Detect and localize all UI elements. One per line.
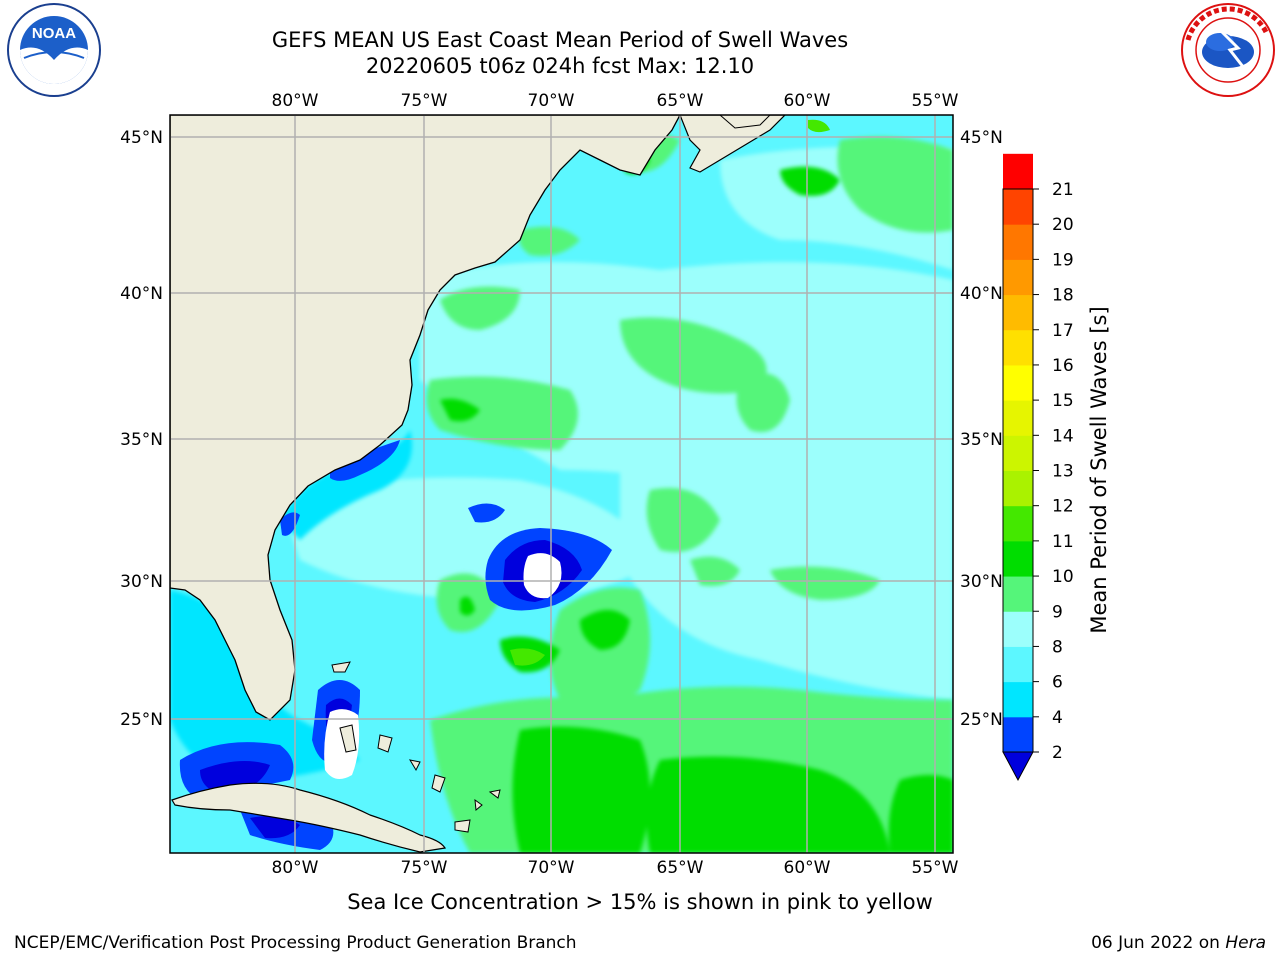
map-frame: [169, 114, 954, 854]
lat-label: 45°N: [960, 128, 1003, 148]
undefined-center-patch: [523, 553, 562, 599]
colorbar-tick-label: 8: [1052, 637, 1063, 657]
map-title: GEFS MEAN US East Coast Mean Period of S…: [271, 28, 849, 52]
colorbar-segment: [1003, 470, 1033, 507]
lat-label: 45°N: [120, 128, 163, 148]
colorbar-segment: [1003, 259, 1033, 296]
colorbar-tick-label: 6: [1052, 673, 1063, 693]
colorbar-tick-label: 2: [1052, 743, 1063, 763]
lon-labels-top: 80°W 75°W 70°W 65°W 60°W 55°W: [272, 91, 959, 111]
colorbar-under-triangle: [1002, 751, 1034, 782]
lon-label: 80°W: [272, 91, 319, 111]
colorbar-segment: [1003, 646, 1033, 683]
footer-date-text: 06 Jun 2022 on: [1091, 933, 1226, 953]
colorbar-tick-label: 21: [1052, 180, 1074, 200]
lon-label: 55°W: [912, 91, 959, 111]
swell-period-10-11-zone: [440, 146, 953, 853]
colorbar-tick-label: 12: [1052, 497, 1074, 517]
colorbar-tick-label: 17: [1052, 321, 1074, 341]
colorbar-segment: [1003, 400, 1033, 436]
pei-land: [719, 115, 771, 129]
lat-label: 40°N: [960, 284, 1003, 304]
lon-label: 75°W: [401, 91, 448, 111]
lat-label: 30°N: [120, 572, 163, 592]
colorbar-tick-label: 15: [1052, 391, 1074, 411]
lat-label: 30°N: [960, 572, 1003, 592]
colorbar-tick-label: 10: [1052, 567, 1074, 587]
lon-label: 70°W: [528, 858, 575, 878]
swell-period-11-12-zone: [510, 119, 830, 666]
lon-label: 60°W: [784, 91, 831, 111]
colorbar-segment: [1003, 435, 1033, 471]
colorbar-tick-label: 18: [1052, 286, 1074, 306]
footer-credit: NCEP/EMC/Verification Post Processing Pr…: [14, 933, 577, 953]
colorbar-tick-label: 11: [1052, 532, 1074, 552]
colorbar-segment: [1003, 189, 1033, 225]
footer-date: 06 Jun 2022 on Hera: [1091, 933, 1266, 953]
lon-label: 70°W: [528, 91, 575, 111]
map-field: [170, 115, 953, 853]
bahamas-islands: [331, 661, 501, 833]
lon-label: 55°W: [912, 858, 959, 878]
maritimes-land: [679, 115, 786, 173]
lon-label: 65°W: [657, 91, 704, 111]
colorbar-tick-label: 20: [1052, 215, 1074, 235]
colorbar-tick-label: 19: [1052, 250, 1074, 270]
lat-label: 35°N: [120, 430, 163, 450]
colorbar-segment: [1003, 294, 1033, 331]
lon-label: 80°W: [272, 858, 319, 878]
colorbar-label: Mean Period of Swell Waves [s]: [1087, 306, 1111, 633]
colorbar-segment: [1003, 505, 1033, 542]
colorbar-segment: [1003, 364, 1033, 401]
lon-label: 65°W: [657, 858, 704, 878]
cuba-land: [171, 782, 446, 853]
colorbar-segment: [1003, 611, 1033, 647]
lon-label: 60°W: [784, 858, 831, 878]
graticule: [170, 115, 953, 853]
svg-text:NOAA: NOAA: [32, 25, 76, 42]
colorbar-segment: [1003, 716, 1033, 753]
nws-logo: [1181, 3, 1275, 97]
colorbar-segment: [1003, 329, 1033, 366]
lon-labels-bottom: 80°W 75°W 70°W 65°W 60°W 55°W: [272, 858, 959, 878]
colorbar-segment: [1003, 153, 1033, 190]
lat-label: 40°N: [120, 284, 163, 304]
lat-label: 35°N: [960, 430, 1003, 450]
colorbar: 2 4 6 8 9 10 11 12 13 14 15 16 17 18 19 20 21 Mean Perio…: [1002, 153, 1111, 782]
colorbar-tick-label: 14: [1052, 426, 1074, 446]
colorbar-tick-label: 9: [1052, 602, 1063, 622]
footer-host: Hera: [1225, 933, 1266, 953]
colorbar-tick-label: 4: [1052, 708, 1063, 728]
colorbar-tick-label: 13: [1052, 462, 1074, 482]
colorbar-tick-label: 16: [1052, 356, 1074, 376]
map-subtitle: 20220605 t06z 024h fcst Max: 12.10: [365, 54, 755, 78]
swell-period-below-2-zone: [200, 540, 582, 839]
sea-ice-note: Sea Ice Concentration > 15% is shown in …: [347, 890, 933, 914]
colorbar-segment: [1003, 681, 1033, 718]
colorbar-segment: [1003, 576, 1033, 612]
lat-labels-left: 45°N 40°N 35°N 30°N 25°N: [120, 128, 163, 730]
noaa-logo: NOAA: [7, 3, 101, 97]
lat-label: 25°N: [120, 710, 163, 730]
north-america-land: [170, 115, 681, 721]
lon-label: 75°W: [401, 858, 448, 878]
lat-label: 25°N: [960, 710, 1003, 730]
colorbar-segment: [1003, 540, 1033, 577]
colorbar-segment: [1003, 224, 1033, 260]
lat-labels-right: 45°N 40°N 35°N 30°N 25°N: [960, 128, 1003, 730]
